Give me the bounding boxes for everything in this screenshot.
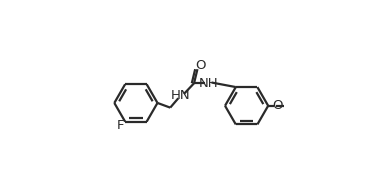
Text: O: O xyxy=(195,59,206,72)
Text: F: F xyxy=(117,119,124,132)
Text: HN: HN xyxy=(171,89,190,102)
Text: NH: NH xyxy=(199,77,218,90)
Text: O: O xyxy=(273,99,283,112)
